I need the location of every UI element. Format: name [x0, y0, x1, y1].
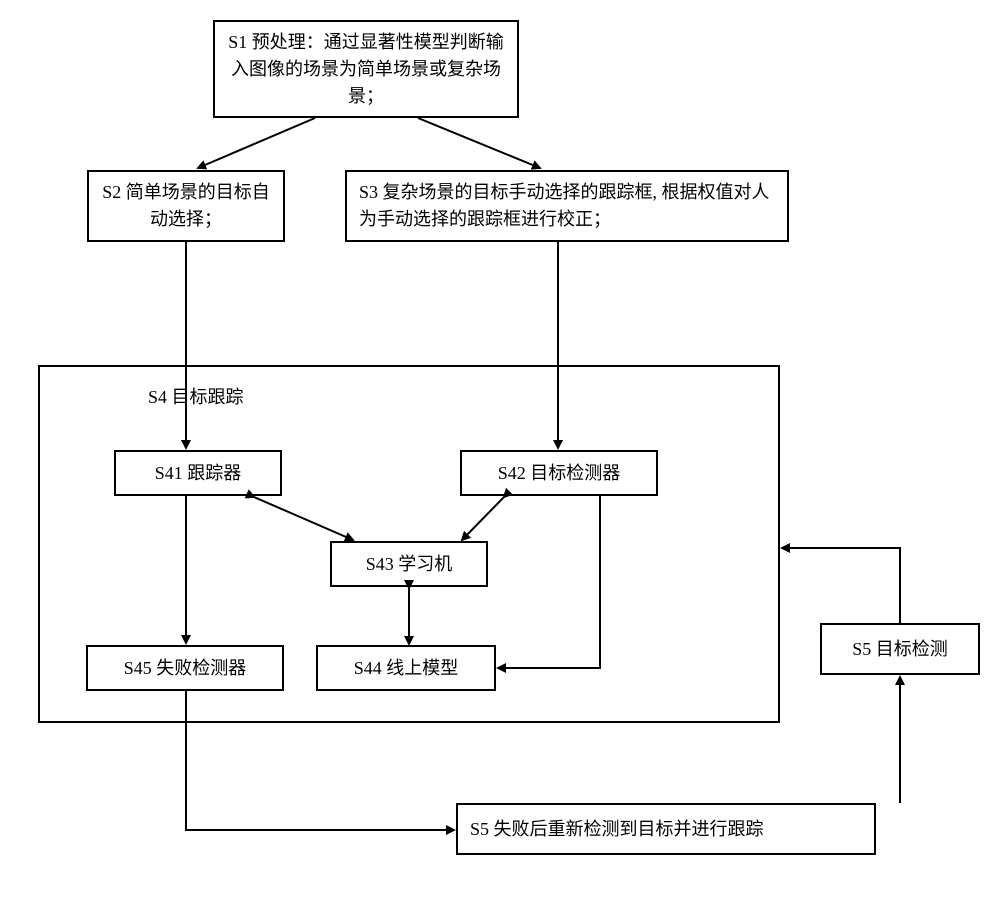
node-s5-right: S5 目标检测: [820, 623, 980, 675]
node-s41-label: S41 跟踪器: [155, 460, 242, 487]
node-s5-bottom-label: S5 失败后重新检测到目标并进行跟踪: [470, 816, 764, 843]
node-s5-right-label: S5 目标检测: [852, 636, 948, 663]
edge-s1-s3: [418, 118, 540, 168]
node-s2-label: S2 简单场景的目标自动选择；: [101, 179, 271, 233]
node-s4-label: S4 目标跟踪: [148, 383, 244, 409]
node-s42: S42 目标检测器: [460, 450, 658, 496]
node-s45: S45 失败检测器: [86, 645, 284, 691]
edge-s1-s2: [198, 118, 315, 168]
node-s43: S43 学习机: [330, 541, 488, 587]
node-s3-label: S3 复杂场景的目标手动选择的跟踪框, 根据权值对人为手动选择的跟踪框进行校正；: [359, 179, 775, 233]
node-s44-label: S44 线上模型: [354, 655, 459, 682]
node-s2: S2 简单场景的目标自动选择；: [87, 170, 285, 242]
node-s45-label: S45 失败检测器: [124, 655, 247, 682]
node-s42-label: S42 目标检测器: [498, 460, 621, 487]
node-s1-label: S1 预处理：通过显著性模型判断输入图像的场景为简单场景或复杂场景；: [227, 29, 505, 110]
node-s43-label: S43 学习机: [366, 551, 453, 578]
node-s41: S41 跟踪器: [114, 450, 282, 496]
node-s3: S3 复杂场景的目标手动选择的跟踪框, 根据权值对人为手动选择的跟踪框进行校正；: [345, 170, 789, 242]
node-s1: S1 预处理：通过显著性模型判断输入图像的场景为简单场景或复杂场景；: [213, 20, 519, 118]
edge-s5right-s4: [782, 548, 900, 623]
node-s5-bottom: S5 失败后重新检测到目标并进行跟踪: [456, 803, 876, 855]
node-s44: S44 线上模型: [316, 645, 496, 691]
